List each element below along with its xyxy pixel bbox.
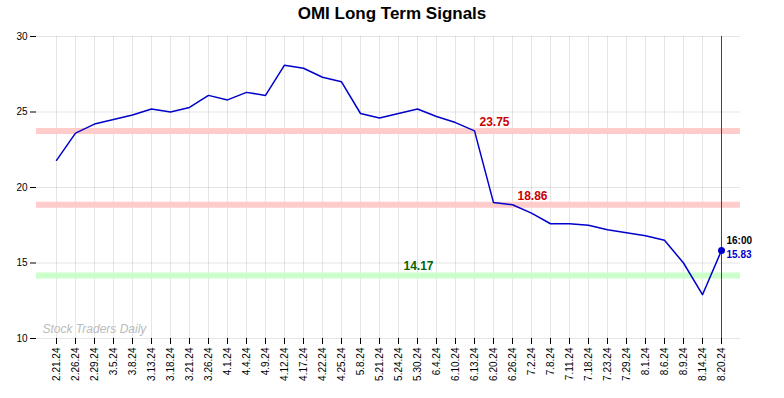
html-text:OMI Long Term Signals: OMI Long Term Signals [297,4,487,23]
svg-text:6.13.24: 6.13.24 [469,347,480,381]
svg-text:5.24.24: 5.24.24 [393,347,404,381]
svg-text:14.17: 14.17 [404,259,434,273]
svg-text:7.29.24: 7.29.24 [621,347,632,381]
svg-text:4.17.24: 4.17.24 [298,347,309,381]
svg-text:3.13.24: 3.13.24 [146,347,157,381]
svg-text:4.12.24: 4.12.24 [279,347,290,381]
svg-text:3.21.24: 3.21.24 [184,347,195,381]
svg-text:8.9.24: 8.9.24 [678,347,689,375]
svg-text:5.21.24: 5.21.24 [374,347,385,381]
svg-text:3.8.24: 3.8.24 [127,347,138,375]
svg-text:7.2.24: 7.2.24 [526,347,537,375]
svg-text:6.10.24: 6.10.24 [450,347,461,381]
svg-text:5.30.24: 5.30.24 [412,347,423,381]
svg-text:20: 20 [16,182,28,193]
svg-text:2.21.24: 2.21.24 [51,347,62,381]
svg-text:7.8.24: 7.8.24 [545,347,556,375]
svg-text:18.86: 18.86 [518,189,548,203]
svg-text:4.9.24: 4.9.24 [260,347,271,375]
svg-text:30: 30 [16,31,28,42]
svg-text:3.18.24: 3.18.24 [165,347,176,381]
svg-text:6.4.24: 6.4.24 [431,347,442,375]
svg-text:8.20.24: 8.20.24 [716,347,727,381]
svg-text:7.11.24: 7.11.24 [564,347,575,380]
svg-text:4.1.24: 4.1.24 [222,347,233,375]
svg-text:2.29.24: 2.29.24 [89,347,100,381]
svg-text:15.83: 15.83 [727,249,752,260]
svg-text:5.8.24: 5.8.24 [355,347,366,375]
svg-text:25: 25 [16,106,28,117]
svg-text:8.14.24: 8.14.24 [697,347,708,381]
svg-text:8.6.24: 8.6.24 [659,347,670,375]
svg-text:15: 15 [16,257,28,268]
svg-text:3.26.24: 3.26.24 [203,347,214,381]
svg-text:2.26.24: 2.26.24 [70,347,81,381]
svg-text:7.18.24: 7.18.24 [583,347,594,381]
svg-text:23.75: 23.75 [480,115,510,129]
svg-text:6.20.24: 6.20.24 [488,347,499,381]
svg-text:7.23.24: 7.23.24 [602,347,613,381]
svg-text:4.25.24: 4.25.24 [336,347,347,381]
svg-text:Stock Traders Daily: Stock Traders Daily [43,322,148,336]
svg-text:6.26.24: 6.26.24 [507,347,518,381]
svg-text:8.1.24: 8.1.24 [640,347,651,375]
svg-text:16:00: 16:00 [727,235,753,246]
svg-text:4.22.24: 4.22.24 [317,347,328,381]
svg-text:4.4.24: 4.4.24 [241,347,252,375]
svg-text:3.5.24: 3.5.24 [108,347,119,375]
svg-text:10: 10 [16,333,28,344]
